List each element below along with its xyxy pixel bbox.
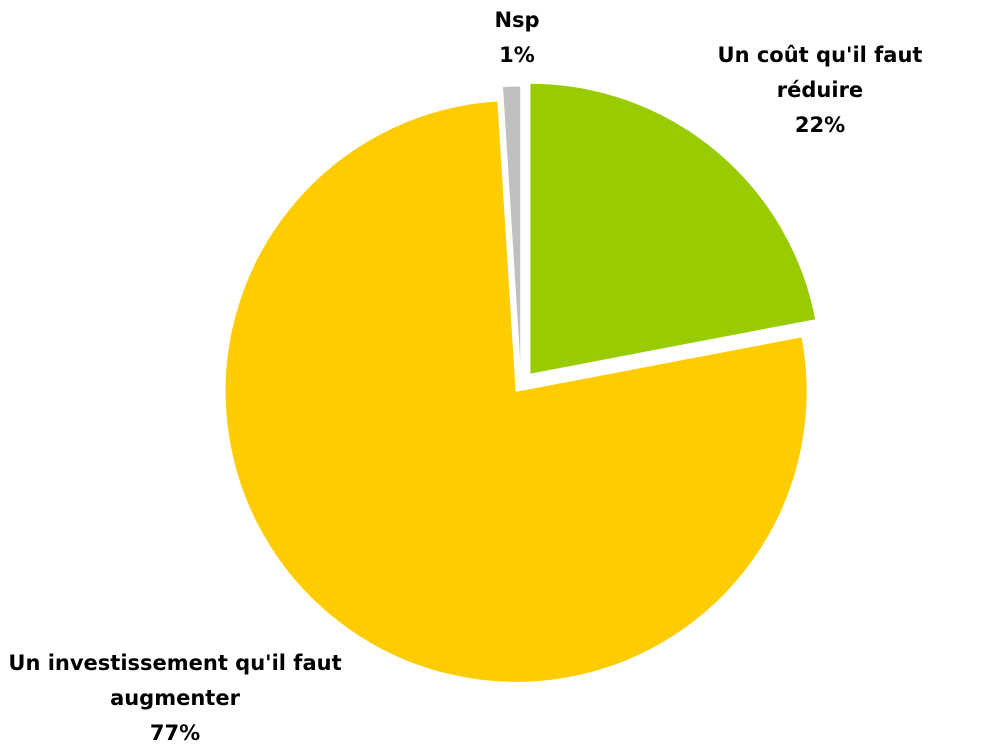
category-label: Nsp: [494, 8, 540, 32]
pie-slice: [529, 82, 817, 375]
slice-label: Un investissement qu'il faut augmenter 77…: [5, 646, 345, 744]
value-label: 1%: [499, 43, 535, 67]
pie-slice: [501, 85, 522, 378]
pie-slice: [224, 100, 808, 683]
value-label: 22%: [794, 113, 846, 137]
category-label: Un investissement qu'il faut augmenter: [8, 651, 342, 710]
slice-label: Un coût qu'il faut réduire 22%: [695, 38, 945, 143]
value-label: 77%: [149, 721, 201, 744]
category-label: Un coût qu'il faut réduire: [717, 43, 923, 102]
slice-label: Nsp 1%: [457, 3, 577, 73]
